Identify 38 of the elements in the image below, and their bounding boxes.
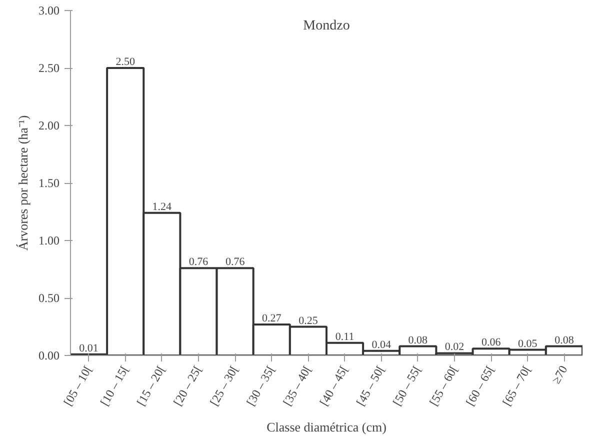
data-label: 0.27: [262, 312, 282, 324]
x-tick-label: ≥70: [548, 362, 570, 386]
x-tick-label: [50 – 55[: [390, 362, 424, 408]
data-label: 0.08: [554, 334, 574, 346]
y-axis-title: Árvores por hectare (ha⁻¹): [16, 115, 30, 251]
data-label: 0.01: [79, 342, 98, 354]
data-label: 0.76: [188, 256, 209, 268]
x-tick-label: [05 – 10[: [60, 362, 95, 408]
y-tick-label: 1.00: [38, 234, 60, 248]
data-label: 1.24: [152, 200, 172, 213]
x-tick-label: [45 – 50[: [353, 362, 388, 408]
y-tick-label: 2.00: [38, 118, 60, 132]
data-label: 0.25: [298, 314, 318, 327]
y-tick-label: 0.50: [38, 291, 60, 305]
x-tick-label: [35 – 40[: [280, 362, 314, 408]
y-tick-label: 1.50: [38, 176, 60, 190]
data-label: 0.06: [481, 336, 502, 349]
data-label: 0.76: [225, 256, 246, 268]
data-label: 0.05: [518, 338, 538, 350]
x-tick-label: [10 – 15[: [97, 362, 132, 408]
y-tick-label: 3.00: [38, 4, 60, 18]
data-label: 2.50: [116, 56, 136, 68]
data-label: 0.11: [335, 330, 354, 343]
x-tick-label: [20 – 25[: [170, 362, 205, 408]
y-tick-label: 2.50: [38, 61, 60, 75]
x-tick-label: [40 – 45[: [316, 362, 351, 408]
y-tick-label: 0.00: [38, 348, 60, 362]
x-tick-label: [15 – 20[: [134, 362, 168, 408]
data-label: 0.04: [372, 338, 392, 351]
x-tick-label: [65 – 70[: [500, 362, 534, 408]
data-label: 0.08: [408, 334, 428, 346]
x-tick-label: [55 – 60[: [426, 362, 461, 408]
x-axis-title: Classe diamétrica (cm): [266, 420, 386, 435]
x-tick-label: [25 – 30[: [207, 362, 242, 408]
x-tick-label: [30 – 35[: [244, 362, 278, 408]
data-label: 0.02: [444, 341, 464, 354]
x-tick-label: [60 – 65[: [463, 362, 498, 408]
text: Mondzo: [303, 18, 350, 34]
